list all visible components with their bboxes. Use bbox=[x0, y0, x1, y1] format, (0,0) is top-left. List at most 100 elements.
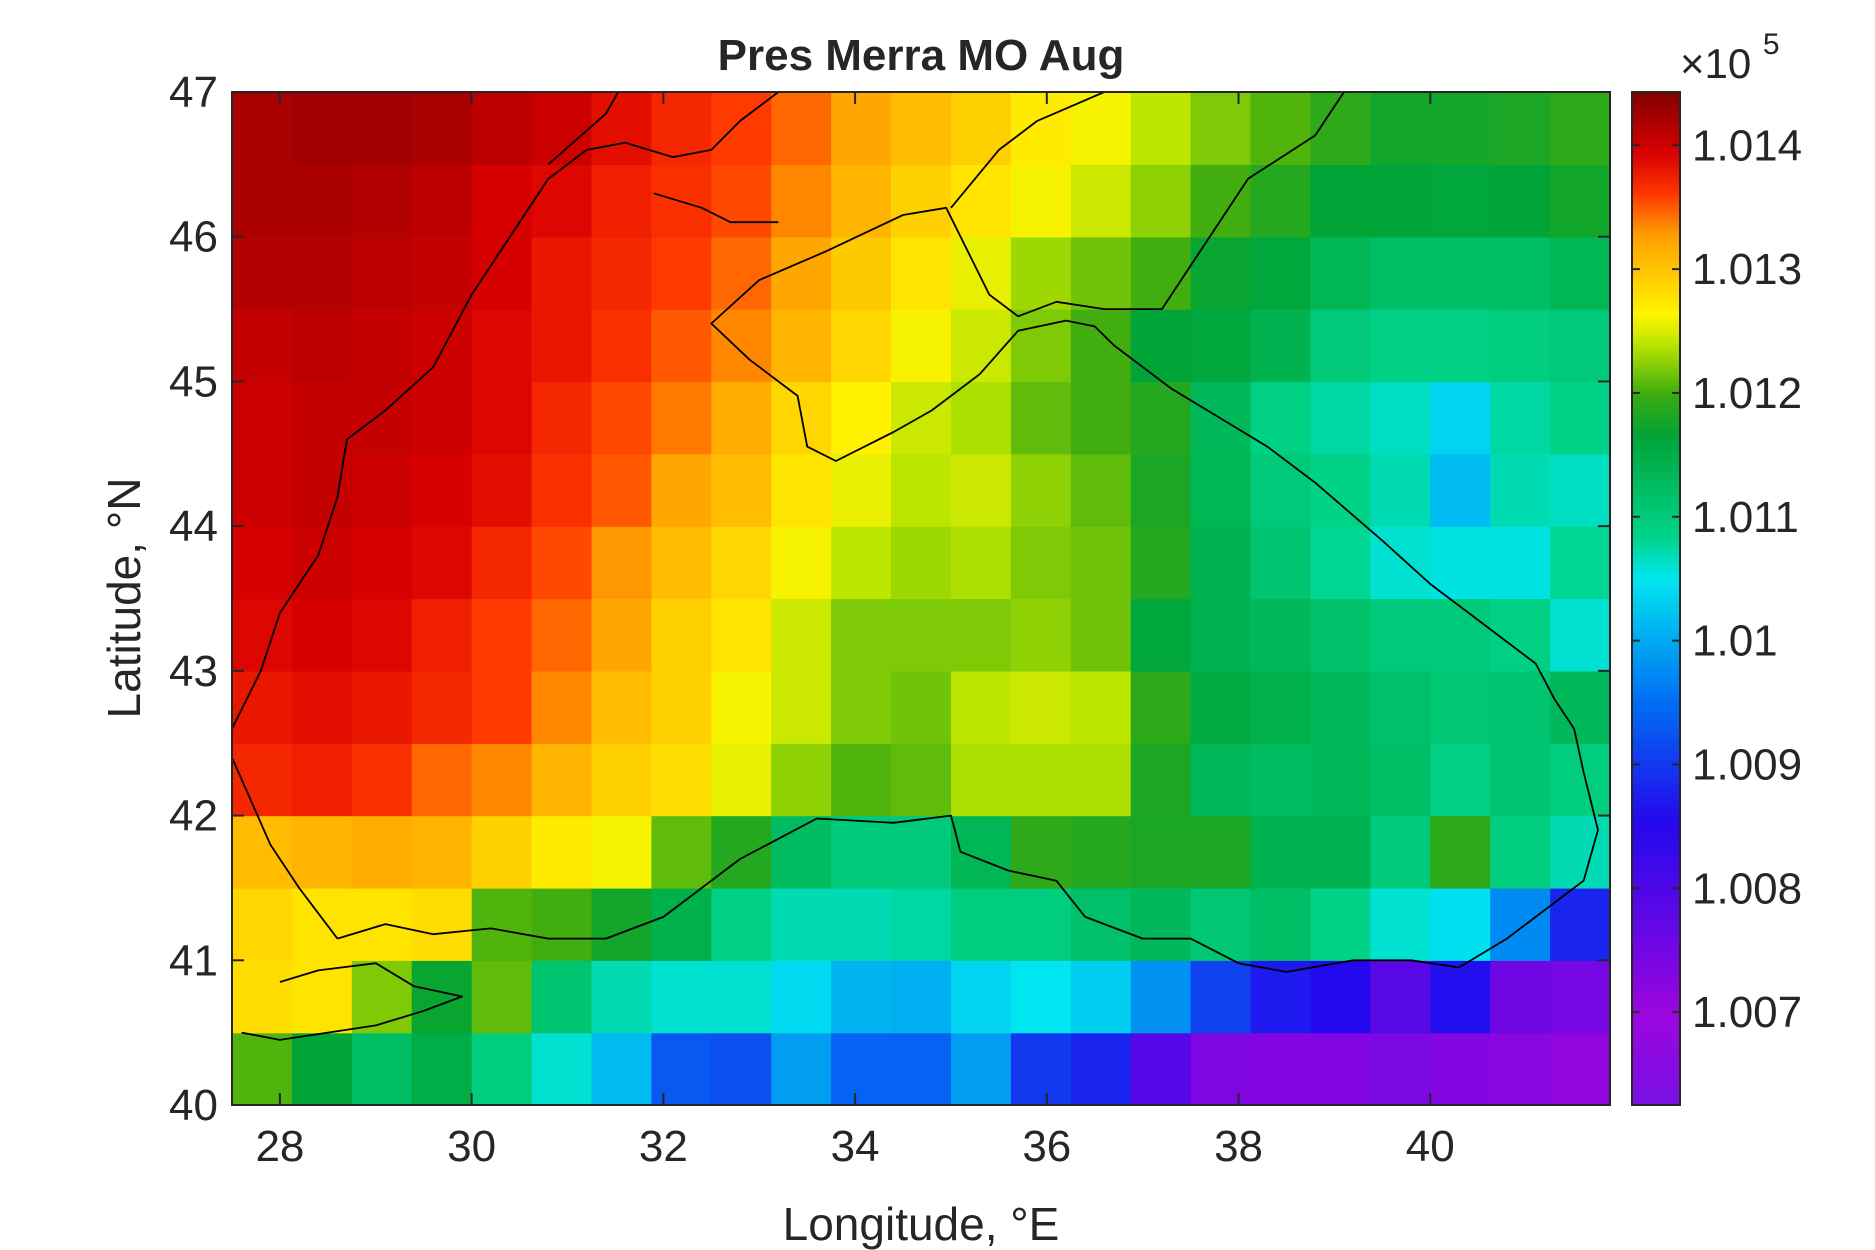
heatmap-cell bbox=[651, 309, 712, 383]
heatmap-cell bbox=[1010, 960, 1072, 1034]
heatmap-cell bbox=[1610, 20, 1671, 93]
heatmap-cell bbox=[351, 381, 413, 455]
heatmap-cell bbox=[1130, 1032, 1192, 1105]
heatmap-cell bbox=[291, 309, 353, 383]
heatmap-cell bbox=[1130, 92, 1192, 93]
colorbar-ticks: 1.007 1.008 1.009 1.01 1.011 1.012 1.013 1.014 bbox=[1632, 121, 1802, 1037]
heatmap-cell bbox=[291, 960, 353, 1034]
heatmap-cell bbox=[471, 1032, 533, 1105]
heatmap-cell bbox=[591, 92, 652, 165]
heatmap-cell bbox=[232, 887, 293, 961]
heatmap-cell bbox=[1010, 526, 1072, 600]
heatmap-cell bbox=[1550, 598, 1610, 672]
heatmap-cell bbox=[1130, 598, 1192, 672]
heatmap-cell bbox=[1430, 236, 1491, 310]
heatmap-cell bbox=[1250, 92, 1311, 165]
heatmap-cell bbox=[471, 309, 533, 383]
heatmap-cell bbox=[1370, 453, 1431, 527]
heatmap-cell bbox=[1550, 309, 1610, 383]
heatmap-cell bbox=[1070, 309, 1132, 383]
heatmap-cell bbox=[1550, 381, 1610, 455]
heatmap-cell bbox=[1370, 815, 1431, 889]
heatmap-cell bbox=[1250, 92, 1311, 93]
heatmap-cell bbox=[531, 598, 593, 672]
heatmap-cell bbox=[1250, 526, 1311, 600]
heatmap-cell bbox=[1010, 92, 1072, 165]
heatmap-cell bbox=[1130, 960, 1192, 1034]
heatmap-cell bbox=[951, 381, 1012, 455]
heatmap-cell bbox=[1490, 526, 1551, 600]
colorbar-tick-label: 1.013 bbox=[1692, 245, 1802, 294]
heatmap-cell bbox=[471, 92, 533, 165]
heatmap-cell bbox=[1370, 92, 1431, 165]
heatmap-cell bbox=[1070, 236, 1132, 310]
heatmap-cell bbox=[1130, 236, 1192, 310]
y-tick-label: 45 bbox=[169, 357, 218, 406]
heatmap-cell bbox=[351, 815, 413, 889]
heatmap-cell bbox=[1250, 887, 1311, 961]
heatmap-cell bbox=[1190, 670, 1252, 744]
heatmap-cell bbox=[531, 92, 593, 165]
heatmap-cell bbox=[891, 670, 952, 744]
heatmap-cell bbox=[232, 92, 293, 165]
heatmap-cell bbox=[1010, 1032, 1072, 1105]
heatmap-cell bbox=[1490, 1032, 1551, 1105]
colorbar-gradient bbox=[1631, 91, 1681, 1106]
heatmap-cell bbox=[1190, 453, 1252, 527]
heatmap-cell bbox=[711, 887, 772, 961]
x-axis-label: Longitude, °E bbox=[783, 1198, 1060, 1250]
heatmap-cell bbox=[1130, 164, 1192, 238]
plot-frame bbox=[231, 91, 1611, 1106]
heatmap-cell bbox=[951, 1032, 1012, 1105]
heatmap-cell bbox=[771, 309, 832, 383]
heatmap-cell bbox=[891, 92, 952, 165]
heatmap-cell bbox=[411, 815, 473, 889]
heatmap-cell bbox=[1130, 815, 1192, 889]
heatmap-cell bbox=[411, 309, 473, 383]
heatmap-cell bbox=[1370, 887, 1431, 961]
chart-title: Pres Merra MO Aug bbox=[718, 31, 1125, 80]
heatmap-cell bbox=[411, 92, 473, 165]
heatmap-cell bbox=[651, 526, 712, 600]
heatmap-cell bbox=[351, 526, 413, 600]
y-tick-label: 42 bbox=[169, 792, 218, 841]
heatmap-cell bbox=[1370, 92, 1431, 93]
heatmap-cell bbox=[1430, 164, 1491, 238]
heatmap-cell bbox=[1010, 670, 1072, 744]
heatmap-cell bbox=[471, 960, 533, 1034]
heatmap-cell bbox=[831, 453, 892, 527]
heatmap-cell bbox=[351, 92, 413, 165]
heatmap-cell bbox=[411, 381, 473, 455]
heatmap-cell bbox=[471, 743, 533, 817]
heatmap-cell bbox=[1310, 670, 1371, 744]
heatmap-cell bbox=[1190, 960, 1252, 1034]
heatmap-cell bbox=[411, 887, 473, 961]
heatmap-cell bbox=[1190, 598, 1252, 672]
heatmap-cell bbox=[1310, 526, 1371, 600]
heatmap-cell bbox=[291, 887, 353, 961]
heatmap-cell bbox=[771, 960, 832, 1034]
heatmap-cell bbox=[411, 526, 473, 600]
heatmap-cell bbox=[411, 598, 473, 672]
heatmap-cell bbox=[1250, 960, 1311, 1034]
heatmap-cell bbox=[1550, 815, 1610, 889]
heatmap-cell bbox=[531, 670, 593, 744]
heatmap-cell bbox=[1070, 743, 1132, 817]
coastline-path bbox=[950, 92, 1107, 209]
heatmap-cell bbox=[1370, 743, 1431, 817]
heatmap-cell bbox=[1490, 236, 1551, 310]
heatmap-cell bbox=[1550, 960, 1610, 1034]
heatmap-cell bbox=[1550, 92, 1610, 93]
heatmap-cell bbox=[951, 453, 1012, 527]
colorbar-tick-label: 1.014 bbox=[1692, 121, 1802, 170]
heatmap-cell bbox=[1070, 92, 1132, 165]
heatmap-cell bbox=[291, 1032, 353, 1105]
heatmap-cell bbox=[232, 960, 293, 1034]
heatmap-cell bbox=[471, 670, 533, 744]
heatmap-cell bbox=[891, 1032, 952, 1105]
heatmap-cell bbox=[531, 743, 593, 817]
colorbar-exponent-base: ×10 bbox=[1680, 40, 1751, 87]
heatmap-cell bbox=[591, 598, 652, 672]
heatmap-cell bbox=[771, 526, 832, 600]
heatmap-cell bbox=[1130, 670, 1192, 744]
